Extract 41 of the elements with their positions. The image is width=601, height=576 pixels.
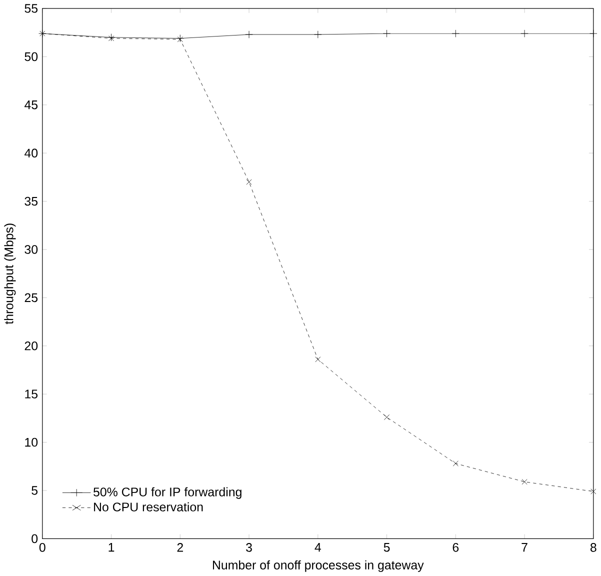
y-axis-title: throughput (Mbps) bbox=[4, 224, 16, 324]
y-tick-label: 30 bbox=[24, 245, 38, 254]
y-tick-label: 35 bbox=[24, 196, 38, 206]
y-tick-label: 10 bbox=[25, 438, 38, 447]
point bbox=[520, 30, 528, 38]
y-tick-label: 15 bbox=[25, 390, 38, 398]
point bbox=[176, 34, 184, 42]
point bbox=[522, 479, 528, 485]
point bbox=[384, 414, 390, 420]
point bbox=[107, 34, 116, 42]
legend-label: No CPU reservation bbox=[94, 502, 203, 512]
y-tick-label: 40 bbox=[24, 148, 38, 158]
x-tick-label: 7 bbox=[522, 543, 528, 552]
x-tick-label: 6 bbox=[452, 543, 459, 552]
y-tick-label: 25 bbox=[24, 293, 38, 302]
point bbox=[382, 30, 391, 38]
legend-label: 50% CPU for IP forwarding bbox=[94, 487, 242, 499]
x-tick-label: 4 bbox=[314, 543, 321, 552]
point bbox=[245, 30, 253, 38]
x-axis-title: Number of onoff processes in gateway bbox=[212, 560, 424, 572]
x-tick-label: 0 bbox=[39, 543, 46, 552]
point bbox=[108, 36, 114, 42]
point bbox=[590, 30, 598, 38]
point bbox=[177, 36, 183, 42]
y-tick-label: 5 bbox=[32, 486, 38, 495]
y-tick-label: 0 bbox=[32, 534, 38, 544]
x-tick-label: 1 bbox=[108, 543, 114, 552]
point bbox=[452, 460, 458, 466]
point bbox=[246, 179, 252, 185]
y-tick-label: 45 bbox=[24, 100, 38, 110]
x-tick-label: 2 bbox=[177, 543, 183, 552]
x-tick-label: 8 bbox=[590, 543, 596, 552]
point bbox=[314, 30, 322, 38]
x-tick-label: 5 bbox=[384, 543, 390, 552]
point bbox=[315, 356, 321, 362]
point bbox=[590, 488, 596, 494]
x-tick-label: 3 bbox=[246, 543, 252, 552]
y-tick-label: 20 bbox=[24, 341, 38, 350]
point bbox=[452, 30, 460, 38]
y-tick-label: 50 bbox=[24, 52, 38, 62]
y-tick-label: 55 bbox=[24, 4, 38, 13]
